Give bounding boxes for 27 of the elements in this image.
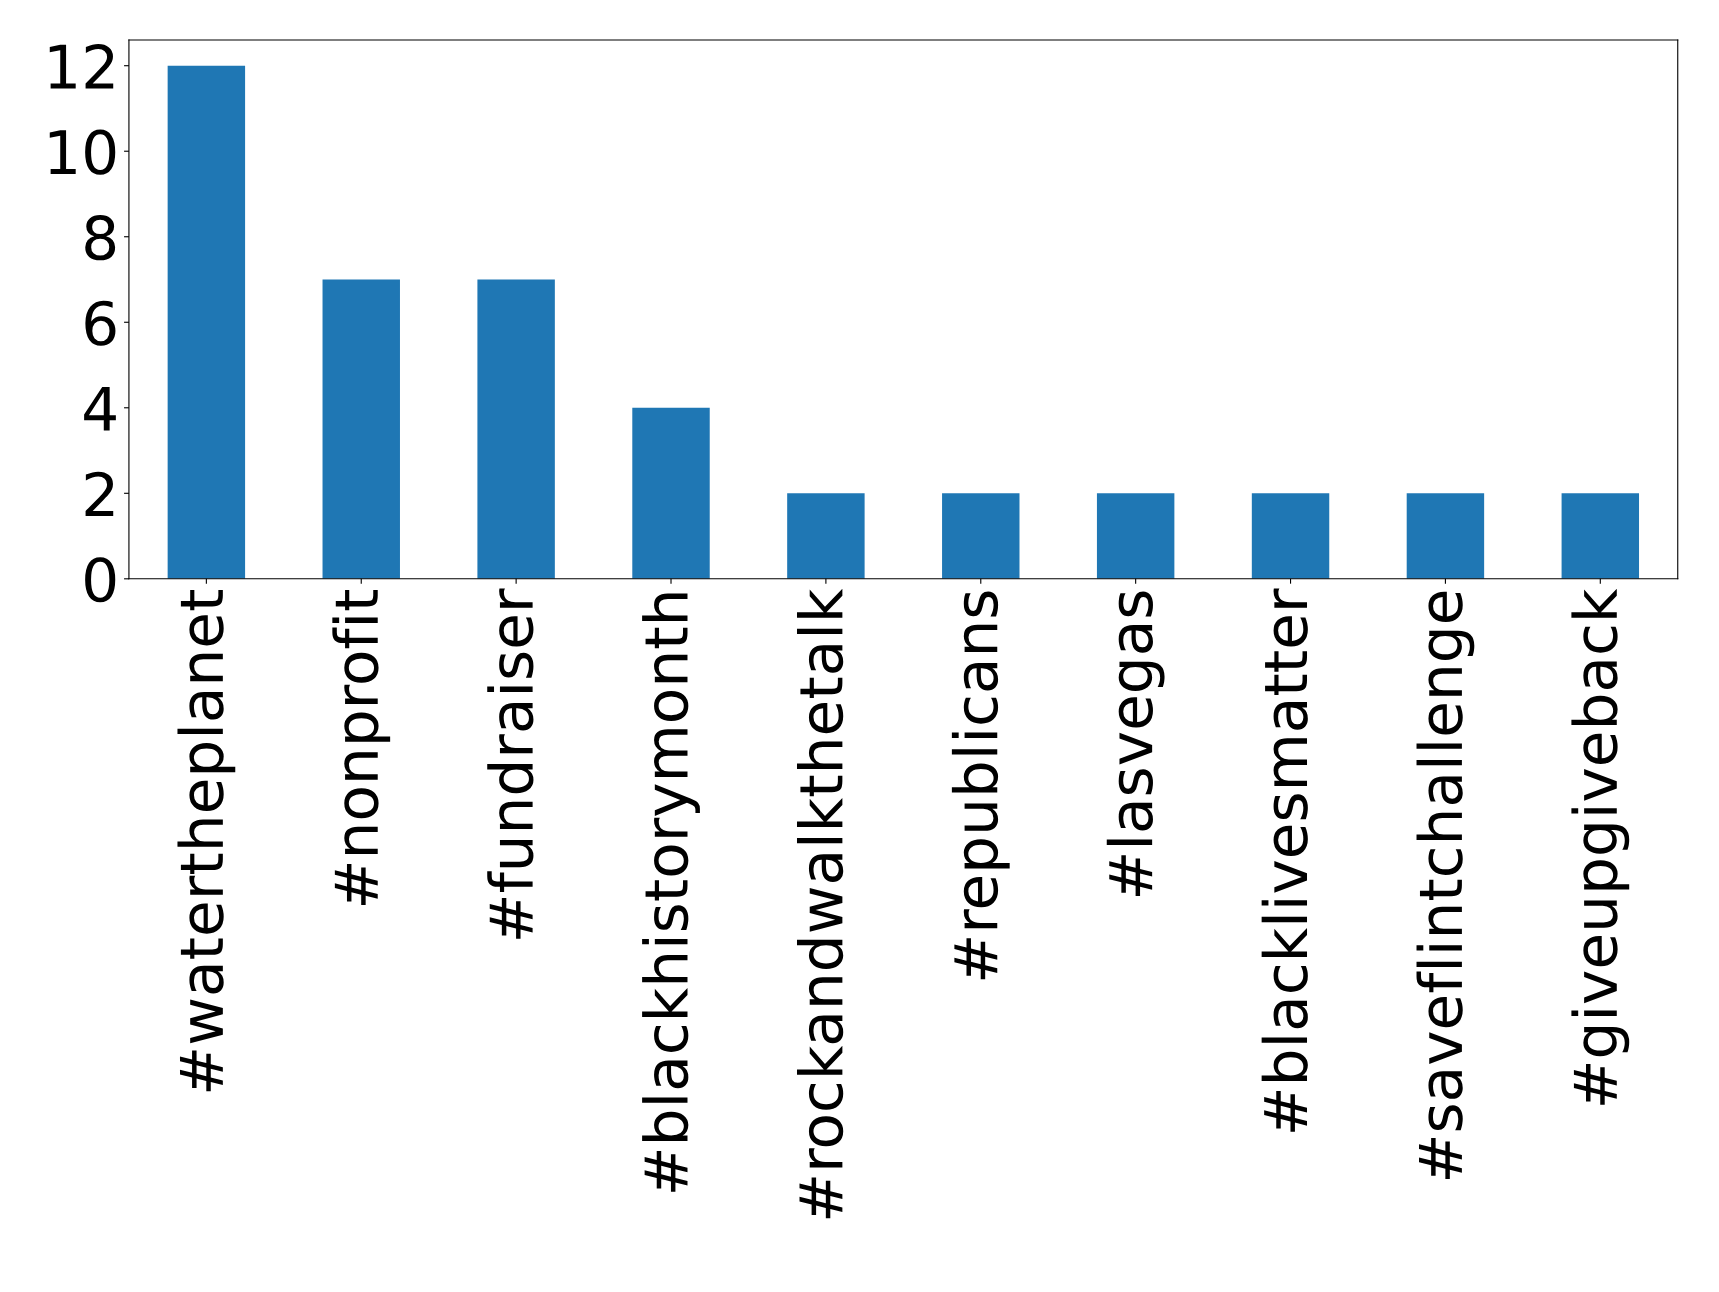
bar (787, 493, 865, 579)
bar (1561, 493, 1640, 579)
y-tick-label: 12 (49, 44, 114, 89)
x-tick-label: #rockandwalkthetalk (796, 588, 844, 1219)
y-tick-label: 8 (85, 215, 116, 261)
bar (167, 65, 246, 579)
x-tick-label: #watertheplanet (177, 589, 236, 1092)
x-tick-label: #nonprofit (332, 589, 391, 905)
x-tick-label: #fundraiser (487, 588, 534, 939)
bar (1251, 493, 1330, 579)
x-tick-label: #blacklivesmatter (1261, 588, 1308, 1132)
bar (477, 279, 555, 579)
x-tick-label: #giveupgiveback (1571, 588, 1630, 1105)
bar (1406, 493, 1485, 579)
bar (632, 407, 710, 579)
y-tick-label: 6 (85, 300, 116, 346)
x-tick-label: #blackhistorymonth (642, 593, 700, 1192)
x-tick-label: #republicans (951, 591, 1010, 980)
x-tick-label: #lasvegas (1106, 591, 1165, 896)
y-tick-label: 4 (84, 386, 116, 431)
bar (322, 279, 400, 579)
bar (1096, 493, 1175, 579)
y-tick-label: 2 (85, 471, 114, 516)
y-tick-label: 0 (85, 557, 116, 603)
bar (942, 493, 1020, 579)
x-tick-label: #saveflintchallenge (1416, 591, 1475, 1179)
y-tick-label: 10 (49, 129, 116, 175)
